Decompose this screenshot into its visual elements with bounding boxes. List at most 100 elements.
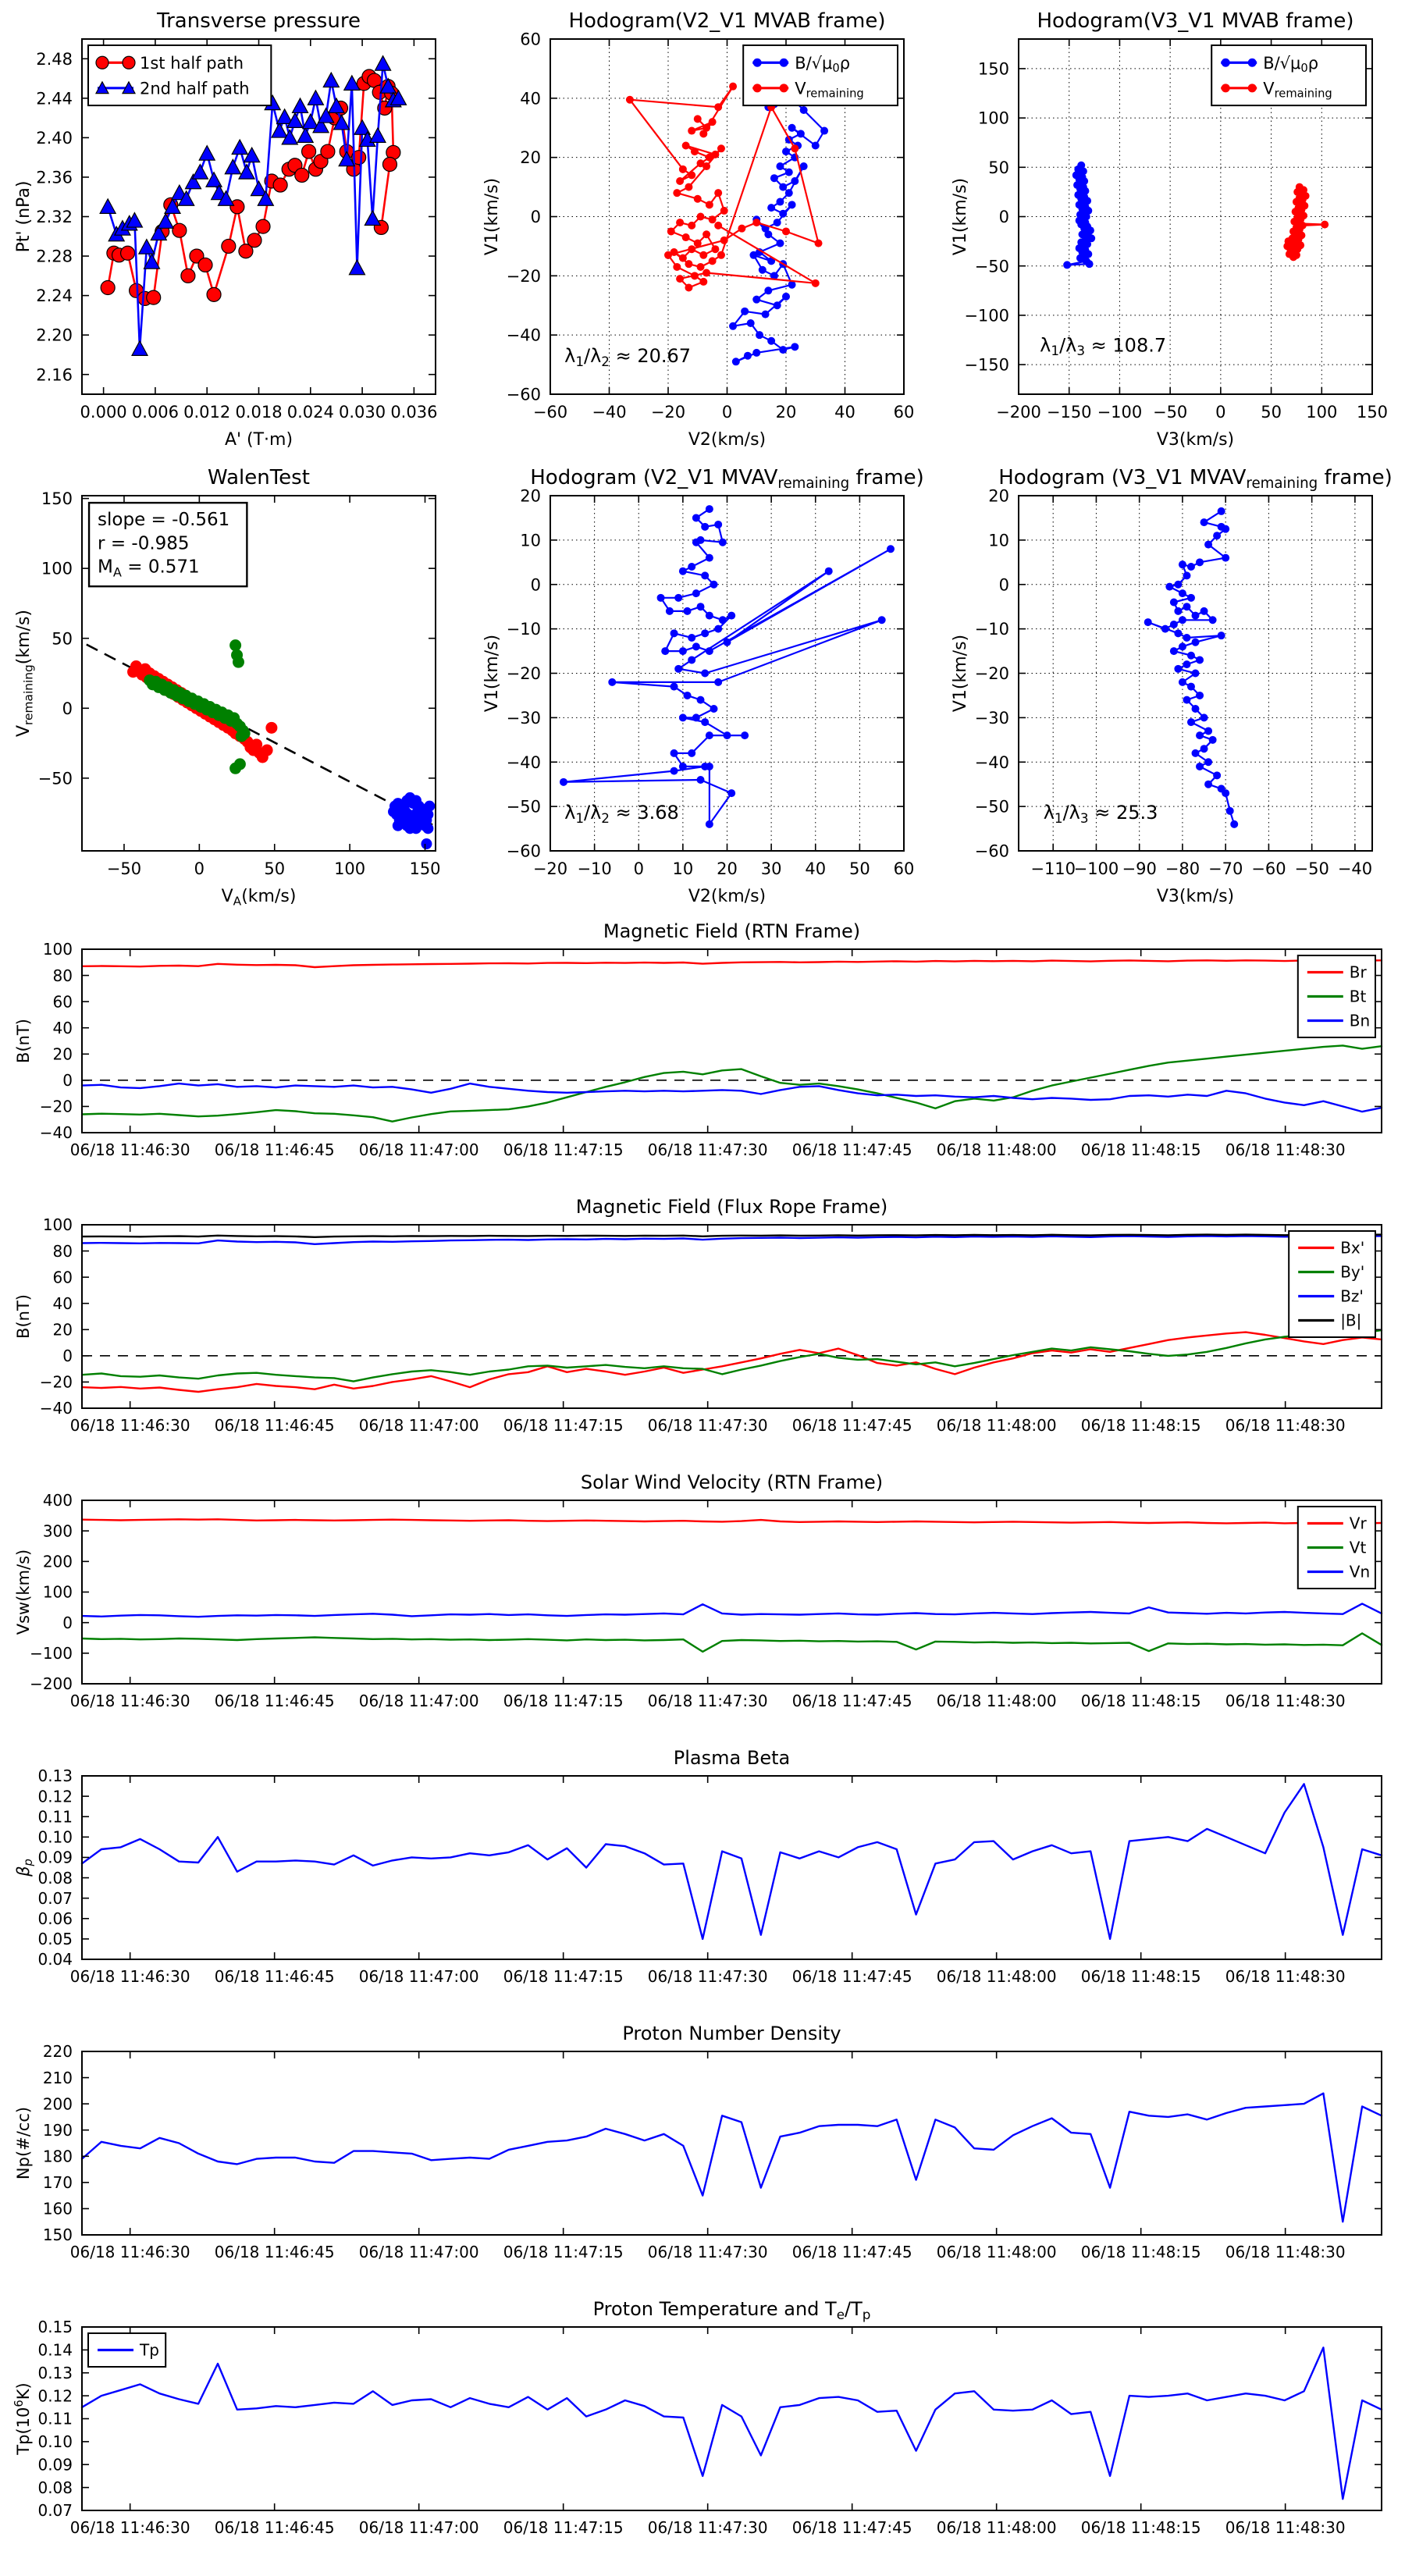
svg-text:−10: −10 (507, 620, 541, 639)
svg-text:0.10: 0.10 (37, 2432, 73, 2451)
svg-text:Hodogram (V3_V1 MVAVremaining: Hodogram (V3_V1 MVAVremaining frame) (998, 466, 1392, 492)
panel-hodogram-v3v1-mvav: −110 −100 −90 −80 −70 −60 −50 −40 −60 −50 −40 −30 −2… (937, 457, 1405, 913)
svg-text:40: 40 (53, 1019, 73, 1037)
svg-text:100: 100 (43, 1583, 73, 1602)
svg-text:MA = 0.571: MA = 0.571 (98, 557, 200, 580)
svg-text:2.48: 2.48 (36, 50, 73, 69)
svg-text:0: 0 (999, 208, 1009, 226)
svg-text:V2(km/s): V2(km/s) (688, 430, 766, 450)
svg-text:400: 400 (43, 1491, 73, 1510)
svg-text:−40: −40 (40, 1399, 73, 1418)
svg-text:06/18 11:47:45: 06/18 11:47:45 (792, 1967, 912, 1986)
svg-text:0.04: 0.04 (37, 1950, 73, 1969)
svg-text:Bt: Bt (1350, 987, 1367, 1006)
svg-text:−80: −80 (1165, 859, 1200, 878)
svg-text:V3(km/s): V3(km/s) (1157, 887, 1234, 906)
svg-text:0: 0 (62, 1614, 73, 1632)
svg-text:150: 150 (409, 859, 440, 878)
svg-text:−20: −20 (507, 664, 541, 683)
svg-text:100: 100 (43, 940, 73, 959)
svg-text:80: 80 (53, 966, 73, 985)
svg-text:0.09: 0.09 (37, 2455, 73, 2474)
svg-text:2.28: 2.28 (36, 247, 73, 266)
svg-text:0.13: 0.13 (37, 1767, 73, 1785)
svg-text:06/18 11:48:15: 06/18 11:48:15 (1081, 1140, 1201, 1159)
svg-text:0: 0 (194, 859, 205, 878)
mag-rtn-svg: 06/18 11:46:30 06/18 11:46:45 06/18 11:47:… (14, 920, 1383, 1159)
svg-text:−70: −70 (1208, 859, 1243, 878)
svg-text:−40: −40 (507, 753, 541, 772)
svg-text:V2(km/s): V2(km/s) (688, 887, 766, 906)
svg-text:By': By' (1340, 1263, 1364, 1282)
svg-text:06/18 11:46:45: 06/18 11:46:45 (215, 1140, 335, 1159)
svg-text:−40: −40 (40, 1123, 73, 1142)
svg-text:06/18 11:47:00: 06/18 11:47:00 (359, 2243, 479, 2261)
svg-text:Magnetic Field (RTN Frame): Magnetic Field (RTN Frame) (603, 920, 860, 942)
svg-text:06/18 11:48:00: 06/18 11:48:00 (937, 1140, 1057, 1159)
svg-text:2nd half path: 2nd half path (140, 79, 250, 98)
svg-text:60: 60 (53, 992, 73, 1011)
svg-text:−100: −100 (1097, 403, 1143, 422)
walen-test-svg: −50 0 50 100 150 −50 0 50 100 150 WalenTest VA(km/s… (14, 466, 441, 908)
svg-text:V1(km/s): V1(km/s) (951, 178, 970, 255)
svg-text:40: 40 (834, 403, 855, 422)
svg-text:−60: −60 (975, 842, 1009, 861)
svg-text:0: 0 (634, 859, 644, 878)
mag-fluxrope-svg: 06/18 11:46:30 06/18 11:46:45 06/18 11:47:… (14, 1196, 1383, 1435)
svg-text:06/18 11:48:30: 06/18 11:48:30 (1225, 1140, 1346, 1159)
svg-text:0.07: 0.07 (37, 2501, 73, 2520)
svg-text:06/18 11:46:30: 06/18 11:46:30 (70, 1416, 190, 1435)
svg-text:06/18 11:48:00: 06/18 11:48:00 (937, 1692, 1057, 1710)
svg-text:WalenTest: WalenTest (208, 466, 310, 489)
svg-text:Bz': Bz' (1340, 1287, 1364, 1306)
svg-text:06/18 11:47:45: 06/18 11:47:45 (792, 1416, 912, 1435)
svg-text:Hodogram (V2_V1 MVAVremaining: Hodogram (V2_V1 MVAVremaining frame) (530, 466, 923, 492)
svg-text:220: 220 (43, 2042, 73, 2061)
panel-transverse-pressure: 0.000 0.006 0.012 0.018 0.024 0.030 0.036 2.16 2… (0, 0, 468, 457)
svg-text:0.018: 0.018 (235, 403, 282, 422)
hodogram-v3v1-mvab-svg: −200 −150 −100 −50 0 50 100 150 −150 −100 −50 0 50 10… (951, 9, 1388, 450)
svg-text:−40: −40 (1338, 859, 1372, 878)
svg-text:10: 10 (520, 531, 541, 550)
svg-text:0.11: 0.11 (37, 1807, 73, 1826)
svg-text:−200: −200 (996, 403, 1041, 422)
svg-text:06/18 11:48:15: 06/18 11:48:15 (1081, 1967, 1201, 1986)
svg-text:−30: −30 (507, 709, 541, 728)
svg-text:06/18 11:48:15: 06/18 11:48:15 (1081, 1692, 1201, 1710)
svg-text:0: 0 (999, 575, 1009, 594)
svg-text:06/18 11:48:30: 06/18 11:48:30 (1225, 1416, 1346, 1435)
svg-text:06/18 11:47:30: 06/18 11:47:30 (648, 1140, 768, 1159)
svg-text:2.32: 2.32 (36, 208, 73, 226)
svg-text:−50: −50 (975, 798, 1009, 817)
svg-text:20: 20 (776, 403, 797, 422)
svg-text:−90: −90 (1122, 859, 1157, 878)
svg-text:0.12: 0.12 (37, 1787, 73, 1806)
svg-text:0.06: 0.06 (37, 1909, 73, 1928)
svg-text:50: 50 (988, 158, 1009, 177)
svg-text:−100: −100 (964, 306, 1009, 325)
svg-text:0: 0 (62, 699, 73, 718)
svg-text:170: 170 (43, 2173, 73, 2192)
svg-text:50: 50 (1261, 403, 1282, 422)
svg-text:20: 20 (520, 148, 541, 167)
svg-text:0.012: 0.012 (183, 403, 230, 422)
svg-text:06/18 11:47:45: 06/18 11:47:45 (792, 1692, 912, 1710)
hodogram-v3v1-mvav-svg: −110−100 −90 −80 −70 −60 −50 −40−60−50−40−30−2… (951, 466, 1393, 906)
svg-text:06/18 11:46:30: 06/18 11:46:30 (70, 2518, 190, 2537)
svg-text:0.14: 0.14 (37, 2341, 73, 2360)
svg-text:−150: −150 (1047, 403, 1092, 422)
svg-text:60: 60 (894, 403, 915, 422)
svg-text:Vt: Vt (1350, 1539, 1367, 1557)
svg-text:06/18 11:46:30: 06/18 11:46:30 (70, 1692, 190, 1710)
svg-text:190: 190 (43, 2121, 73, 2140)
svg-text:−200: −200 (30, 1674, 73, 1693)
svg-text:06/18 11:48:15: 06/18 11:48:15 (1081, 2518, 1201, 2537)
svg-text:0: 0 (62, 1071, 73, 1090)
svg-text:VA(km/s): VA(km/s) (222, 887, 297, 908)
svg-text:60: 60 (520, 30, 541, 49)
svg-text:0: 0 (1215, 403, 1225, 422)
svg-text:B/√μ0ρ: B/√μ0ρ (1263, 54, 1318, 75)
svg-text:Pt' (nPa): Pt' (nPa) (14, 181, 34, 253)
panel-hodogram-v2v1-mvav: −20 −10 0 10 20 30 40 50 60 −60 −50 −40 −30 −20 −10 0 10… (468, 457, 937, 913)
